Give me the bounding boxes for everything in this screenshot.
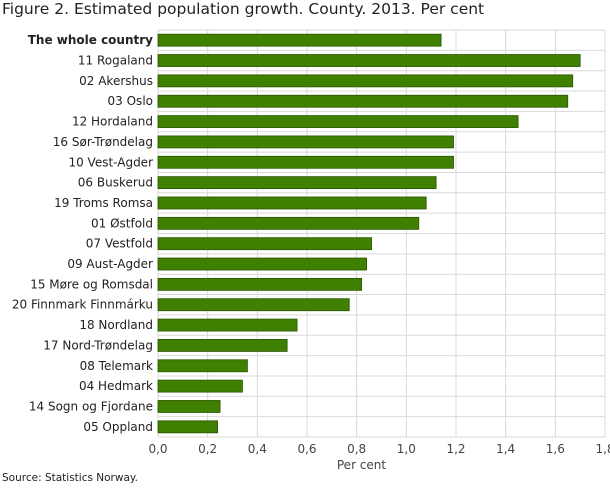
bar (157, 196, 427, 210)
bar (157, 94, 569, 108)
bar (157, 400, 221, 413)
x-tick-label: 0,6 (297, 442, 316, 456)
bar (157, 318, 298, 332)
category-label: 15 Møre og Romsdal (30, 277, 153, 291)
bar (157, 33, 442, 47)
category-label: 16 Sør-Trøndelag (53, 135, 153, 149)
category-label: The whole country (28, 33, 153, 47)
bar (157, 359, 248, 373)
bar (157, 379, 243, 393)
bar (157, 298, 350, 312)
x-tick-label: 0,0 (148, 442, 167, 456)
x-axis-label: Per cent (337, 458, 387, 472)
bar (157, 74, 574, 88)
category-label: 07 Vestfold (86, 237, 153, 251)
category-label: 14 Sogn og Fjordane (29, 399, 153, 413)
bar (157, 54, 581, 67)
x-tick-label: 0,2 (198, 442, 217, 456)
category-label: 11 Rogaland (78, 54, 153, 68)
bar (157, 277, 363, 291)
category-label: 05 Oppland (83, 420, 153, 434)
category-label: 03 Oslo (108, 94, 153, 108)
category-label: 08 Telemark (80, 359, 153, 373)
category-label: 04 Hedmark (79, 379, 153, 393)
bar (157, 216, 420, 230)
bar (157, 115, 519, 128)
bar (157, 176, 437, 190)
bar (157, 339, 288, 352)
bar (157, 155, 454, 169)
bar (157, 237, 372, 251)
x-tick-label: 1,4 (496, 442, 515, 456)
x-tick-label: 0,4 (248, 442, 267, 456)
category-label: 17 Nord-Trøndelag (43, 338, 153, 352)
chart-title: Figure 2. Estimated population growth. C… (2, 0, 485, 18)
source-note: Source: Statistics Norway. (2, 472, 138, 484)
x-tick-label: 1,2 (446, 442, 465, 456)
x-tick-label: 1,8 (595, 442, 610, 456)
category-label: 19 Troms Romsa (54, 196, 153, 210)
x-tick-label: 1,6 (546, 442, 565, 456)
category-label: 06 Buskerud (78, 176, 153, 190)
category-label: 20 Finnmark Finnmárku (12, 298, 153, 312)
category-label: 02 Akershus (79, 74, 153, 88)
x-tick-label: 1,0 (397, 442, 416, 456)
category-label: 18 Nordland (79, 318, 153, 332)
bar (157, 420, 218, 434)
category-label: 10 Vest-Agder (68, 155, 153, 169)
bar (157, 257, 368, 271)
category-label: 09 Aust-Agder (67, 257, 153, 271)
category-label: 01 Østfold (91, 216, 153, 230)
bar (157, 135, 454, 149)
category-label: 12 Hordaland (72, 115, 153, 129)
x-tick-label: 0,8 (347, 442, 366, 456)
